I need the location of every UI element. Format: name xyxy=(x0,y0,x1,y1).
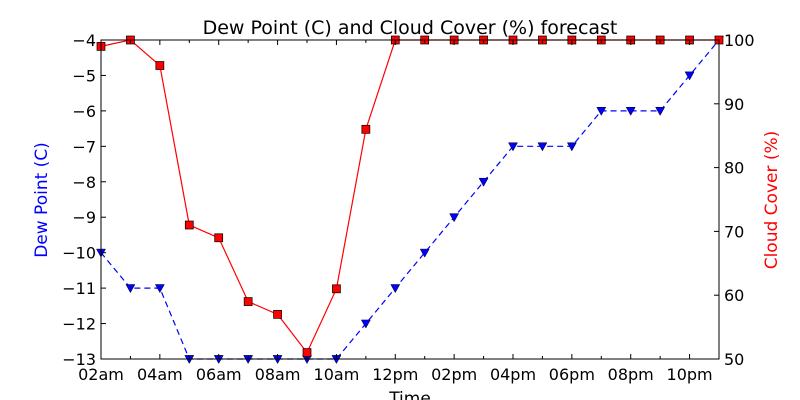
series-1-point xyxy=(655,107,666,116)
x-tick-label: 06am xyxy=(196,365,242,384)
series-2-point xyxy=(273,309,282,319)
series-1-point xyxy=(419,248,430,258)
series-1-point xyxy=(684,71,695,81)
y-left-tick-label: −10 xyxy=(62,244,96,263)
series-1-point xyxy=(566,142,577,152)
series-2-point xyxy=(155,61,165,70)
y-left-tick-label: −5 xyxy=(72,66,96,85)
plot-frame xyxy=(100,39,720,360)
series-1-point xyxy=(596,107,607,116)
x-tick-label: 04pm xyxy=(490,365,536,384)
x-axis-label: Time xyxy=(388,389,431,400)
y-left-tick-label: −9 xyxy=(72,208,96,227)
y-left-tick-label: −12 xyxy=(62,315,96,334)
y-right-tick-label: 90 xyxy=(724,95,744,114)
series-2-point xyxy=(302,348,312,357)
series-1-point xyxy=(449,213,460,223)
x-tick-label: 10am xyxy=(314,365,360,384)
y-left-tick-label: −11 xyxy=(62,279,96,298)
x-tick-label: 04am xyxy=(137,365,183,384)
series-1-point xyxy=(390,284,401,294)
y-left-tick-label: −4 xyxy=(72,31,96,50)
x-tick-label: 08am xyxy=(255,365,301,384)
series-1-point xyxy=(508,142,518,152)
series-2-point xyxy=(332,284,341,294)
x-tick-label: 10pm xyxy=(667,365,713,384)
y-left-tick-label: −8 xyxy=(72,173,96,192)
series-1-point xyxy=(154,284,165,294)
series-1-point xyxy=(360,319,371,329)
series-1-point xyxy=(625,107,636,116)
y-right-tick-label: 70 xyxy=(724,222,744,241)
y-left-tick-label: −6 xyxy=(72,102,96,121)
series-1-point xyxy=(478,177,489,187)
series-2-line xyxy=(100,39,719,354)
x-tick-label: 06pm xyxy=(549,365,595,384)
series-layer xyxy=(96,35,724,365)
y-right-tick-label: 100 xyxy=(724,31,755,50)
y-axis-label-right: Cloud Cover (%) xyxy=(762,131,782,270)
x-tick-label: 02pm xyxy=(431,365,477,384)
series-2-point xyxy=(184,220,194,230)
chart-title: Dew Point (C) and Cloud Cover (%) foreca… xyxy=(203,17,618,39)
y-right-tick-label: 80 xyxy=(724,159,744,178)
y-axis-label-left: Dew Point (C) xyxy=(32,142,52,258)
x-tick-label: 08pm xyxy=(608,365,654,384)
series-1-point xyxy=(537,142,548,152)
y-left-tick-label: −7 xyxy=(72,137,96,156)
series-2-point xyxy=(361,124,371,134)
x-tick-label: 02am xyxy=(78,365,124,384)
series-1-line xyxy=(100,39,720,360)
y-left-tick-label: −13 xyxy=(62,350,96,369)
series-2-point xyxy=(243,297,253,306)
x-tick-label: 12pm xyxy=(372,365,418,384)
y-right-tick-label: 60 xyxy=(724,286,744,305)
series-1-point xyxy=(125,284,136,294)
y-right-tick-label: 50 xyxy=(724,350,744,369)
axes-layer: 02am 04am 06am 08am 10am 12pm 02pm 04pm 06pm 08pm… xyxy=(62,31,754,384)
series-2-point xyxy=(214,233,224,243)
